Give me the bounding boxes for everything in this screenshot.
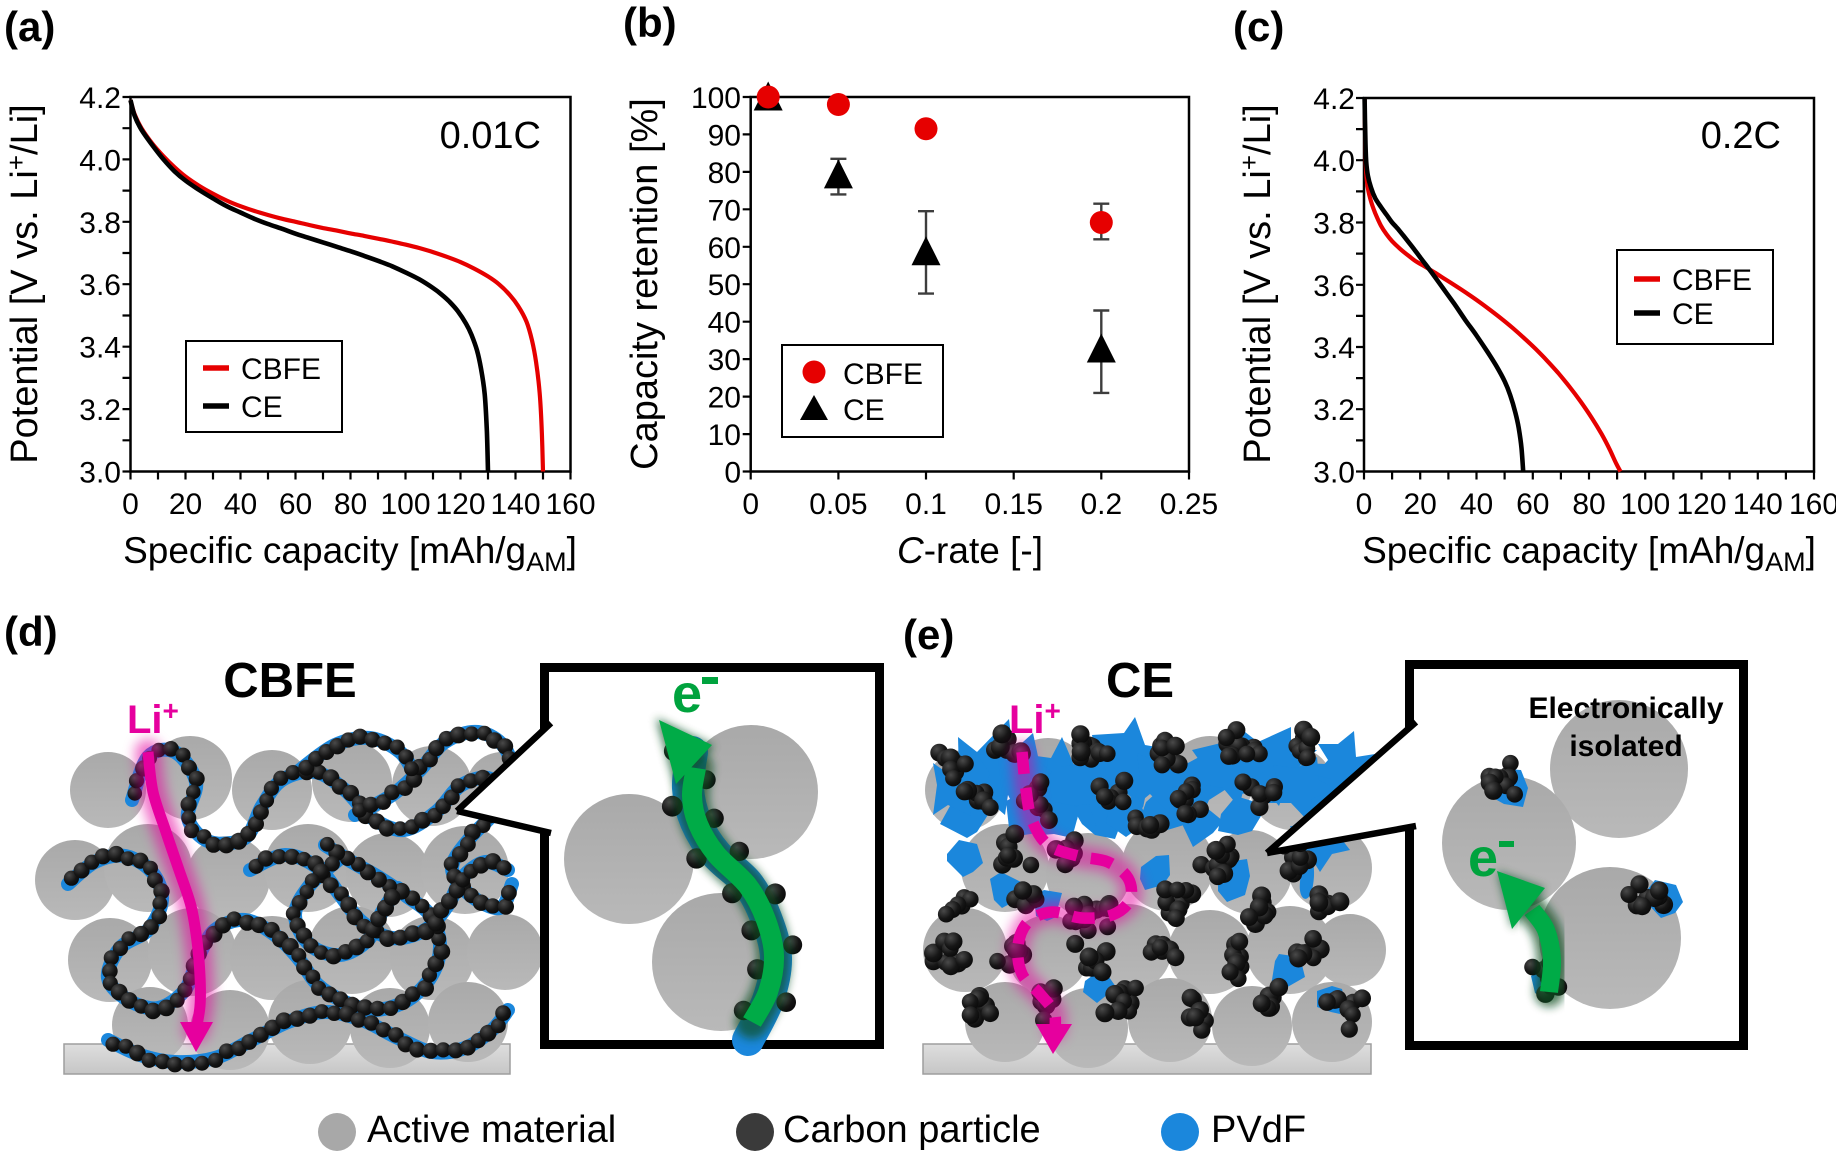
svg-text:0.25: 0.25 xyxy=(1160,488,1218,521)
svg-text:(e): (e) xyxy=(903,611,954,658)
svg-text:CE: CE xyxy=(1672,298,1714,331)
svg-text:0: 0 xyxy=(122,488,139,521)
svg-text:Specific capacity [mAh/gAM]: Specific capacity [mAh/gAM] xyxy=(123,530,577,577)
svg-text:CBFE: CBFE xyxy=(843,358,923,391)
svg-text:40: 40 xyxy=(708,307,741,340)
svg-text:90: 90 xyxy=(708,119,741,152)
svg-text:20: 20 xyxy=(1404,488,1437,521)
svg-text:80: 80 xyxy=(1572,488,1605,521)
svg-text:4.2: 4.2 xyxy=(1313,83,1355,116)
svg-text:20: 20 xyxy=(708,382,741,415)
svg-text:30: 30 xyxy=(708,344,741,377)
svg-text:100: 100 xyxy=(380,488,430,521)
svg-text:CBFE: CBFE xyxy=(223,654,356,708)
svg-text:Specific capacity [mAh/gAM]: Specific capacity [mAh/gAM] xyxy=(1362,530,1816,577)
svg-text:120: 120 xyxy=(1676,488,1726,521)
svg-text:4.2: 4.2 xyxy=(79,82,121,115)
svg-text:140: 140 xyxy=(1733,488,1783,521)
svg-text:(c): (c) xyxy=(1233,3,1284,50)
svg-text:0.2C: 0.2C xyxy=(1701,115,1781,157)
svg-text:3.8: 3.8 xyxy=(1313,208,1355,241)
svg-text:80: 80 xyxy=(334,488,367,521)
svg-text:CE: CE xyxy=(241,391,283,424)
svg-text:60: 60 xyxy=(1516,488,1549,521)
svg-text:3.4: 3.4 xyxy=(79,332,121,365)
svg-text:Carbon particle: Carbon particle xyxy=(783,1109,1041,1151)
svg-text:100: 100 xyxy=(691,82,741,115)
svg-text:e: e xyxy=(1468,828,1498,888)
svg-text:CE: CE xyxy=(1106,654,1174,708)
svg-text:(b): (b) xyxy=(623,0,677,46)
svg-text:(d): (d) xyxy=(4,608,58,655)
svg-text:0.2: 0.2 xyxy=(1080,488,1122,521)
svg-text:100: 100 xyxy=(1620,488,1670,521)
svg-text:70: 70 xyxy=(708,194,741,227)
svg-text:(a): (a) xyxy=(4,3,55,50)
svg-text:160: 160 xyxy=(545,488,595,521)
svg-text:isolated: isolated xyxy=(1569,730,1682,763)
svg-text:0.01C: 0.01C xyxy=(440,115,541,157)
svg-text:40: 40 xyxy=(1460,488,1493,521)
svg-text:0.05: 0.05 xyxy=(809,488,867,521)
svg-text:3.0: 3.0 xyxy=(79,457,121,490)
svg-text:Capacity retention [%]: Capacity retention [%] xyxy=(624,98,666,470)
svg-text:60: 60 xyxy=(708,232,741,265)
svg-text:3.2: 3.2 xyxy=(79,394,121,427)
svg-text:120: 120 xyxy=(435,488,485,521)
svg-text:0: 0 xyxy=(724,457,741,490)
svg-text:4.0: 4.0 xyxy=(1313,145,1355,178)
svg-text:50: 50 xyxy=(708,269,741,302)
svg-text:160: 160 xyxy=(1789,488,1836,521)
svg-text:3.8: 3.8 xyxy=(79,207,121,240)
svg-text:3.4: 3.4 xyxy=(1313,332,1355,365)
svg-text:10: 10 xyxy=(708,419,741,452)
svg-text:3.2: 3.2 xyxy=(1313,394,1355,427)
svg-text:e: e xyxy=(672,664,702,724)
svg-text:60: 60 xyxy=(279,488,312,521)
svg-text:140: 140 xyxy=(490,488,540,521)
svg-text:3.6: 3.6 xyxy=(79,269,121,302)
svg-text:20: 20 xyxy=(169,488,202,521)
svg-text:CBFE: CBFE xyxy=(241,353,321,386)
svg-text:PVdF: PVdF xyxy=(1211,1109,1306,1151)
svg-text:3.0: 3.0 xyxy=(1313,457,1355,490)
svg-text:CE: CE xyxy=(843,394,885,427)
svg-text:Electronically: Electronically xyxy=(1528,692,1723,725)
svg-text:0.1: 0.1 xyxy=(905,488,947,521)
svg-text:Active material: Active material xyxy=(367,1109,616,1151)
svg-text:80: 80 xyxy=(708,157,741,190)
svg-text:0.15: 0.15 xyxy=(985,488,1043,521)
svg-text:40: 40 xyxy=(224,488,257,521)
svg-text:CBFE: CBFE xyxy=(1672,264,1752,297)
svg-text:0: 0 xyxy=(1356,488,1373,521)
svg-text:3.6: 3.6 xyxy=(1313,270,1355,303)
svg-text:C-rate [-]: C-rate [-] xyxy=(897,530,1043,571)
svg-text:0: 0 xyxy=(742,488,759,521)
svg-text:4.0: 4.0 xyxy=(79,144,121,177)
